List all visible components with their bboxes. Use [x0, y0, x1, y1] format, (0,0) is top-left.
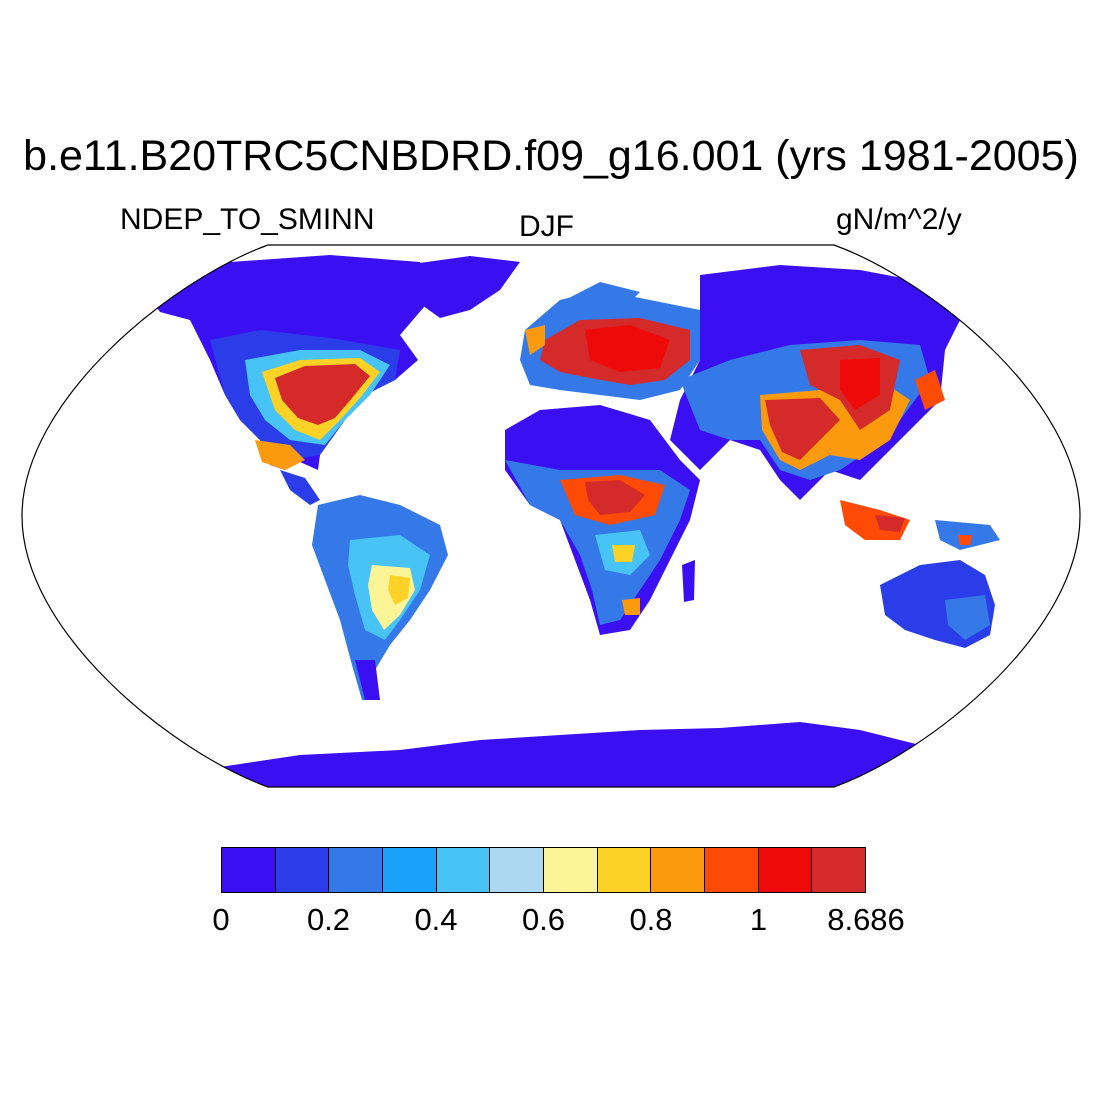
colorbar-box — [651, 848, 706, 892]
colorbar-boxes — [221, 847, 866, 893]
season-label: DJF — [519, 210, 574, 243]
colorbar-box — [275, 848, 330, 892]
colorbar — [221, 847, 866, 893]
colorbar-box — [490, 848, 545, 892]
colorbar-box — [597, 848, 652, 892]
colorbar-label: 0 — [212, 902, 230, 937]
variable-name: NDEP_TO_SMINN — [120, 203, 375, 236]
land-fields — [150, 255, 1055, 787]
antarctica-region — [180, 722, 1000, 787]
colorbar-label: 0.2 — [306, 902, 351, 937]
colorbar-box — [383, 848, 437, 892]
colorbar-label: 0.4 — [414, 902, 458, 937]
map-title: b.e11.B20TRC5CNBDRD.f09_g16.001 (yrs 198… — [23, 132, 1079, 180]
colorbar-label: 0.8 — [629, 902, 673, 937]
map-boundary — [21, 244, 1081, 788]
colorbar-box — [758, 848, 813, 892]
colorbar-box — [544, 848, 598, 892]
colorbar-box — [329, 848, 384, 892]
colorbar-labels: 0 0.2 0.4 0.6 0.8 1 8.686 — [0, 900, 1102, 945]
colorbar-box — [812, 848, 866, 892]
units-label: gN/m^2/y — [836, 203, 962, 236]
colorbar-label: 8.686 — [827, 902, 905, 937]
colorbar-label: 0.6 — [521, 902, 566, 937]
colorbar-box — [705, 848, 759, 892]
colorbar-box — [436, 848, 491, 892]
colorbar-label: 1 — [749, 902, 768, 937]
colorbar-box — [222, 848, 276, 892]
